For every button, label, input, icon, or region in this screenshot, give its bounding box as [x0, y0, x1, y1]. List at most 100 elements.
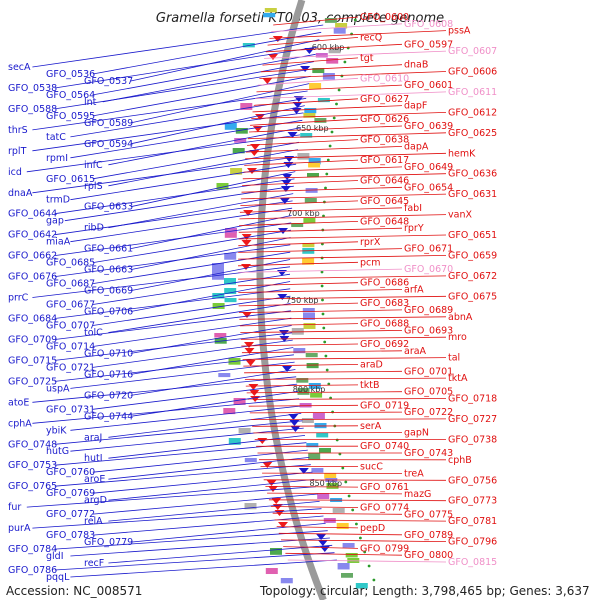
- label-connector: [246, 391, 403, 394]
- gene-label: GFO_0654: [404, 182, 453, 193]
- marker-dot: [359, 536, 362, 540]
- label-connector: [92, 515, 324, 536]
- marker-dot: [325, 368, 329, 372]
- gene-label: GFO_0671: [404, 244, 453, 255]
- gene-arrow: [268, 54, 278, 60]
- feature-box: [291, 223, 304, 228]
- marker-dot: [327, 382, 331, 386]
- label-connector: [251, 112, 447, 119]
- gene-label: tatC: [46, 132, 66, 143]
- feature-box: [224, 233, 237, 238]
- feature-box: [232, 148, 245, 154]
- gene-label: GFO_0662: [8, 251, 57, 262]
- gene-label: relA: [84, 516, 103, 527]
- label-connector: [70, 207, 293, 243]
- gene-label: GFO_0608: [404, 19, 453, 30]
- label-connector: [92, 251, 291, 284]
- feature-box: [224, 123, 237, 130]
- label-connector: [244, 370, 403, 374]
- feature-box: [270, 548, 282, 555]
- gene-label: GFO_0710: [84, 348, 133, 359]
- gene-arrow: [284, 156, 295, 162]
- kbp-tick-label: 800 kbp: [293, 385, 326, 394]
- marker-dot: [324, 186, 327, 190]
- label-connector: [54, 420, 303, 445]
- label-connector: [92, 53, 316, 96]
- label-connector: [241, 350, 403, 354]
- label-connector: [32, 156, 298, 194]
- gene-label: GFO_0774: [360, 503, 409, 514]
- label-connector: [249, 411, 403, 414]
- label-connector: [70, 119, 303, 159]
- label-connector: [70, 405, 301, 431]
- label-connector: [108, 127, 302, 166]
- feature-box: [303, 313, 315, 320]
- gene-label: vanX: [448, 210, 472, 221]
- label-connector: [246, 139, 359, 146]
- gene-label: GFO_0815: [448, 557, 497, 568]
- gene-label: serA: [360, 421, 382, 432]
- label-connector: [238, 255, 447, 260]
- feature-box: [314, 118, 327, 123]
- feature-box: [309, 83, 322, 90]
- label-connector: [130, 39, 320, 82]
- gene-label: GFO_0789: [404, 530, 453, 541]
- gene-arrow: [300, 66, 311, 72]
- gene-label: pepD: [360, 523, 385, 534]
- label-connector: [92, 141, 299, 180]
- label-connector: [92, 229, 291, 263]
- gene-label: GFO_0701: [404, 366, 453, 377]
- feature-box: [223, 408, 236, 415]
- gene-label: GFO_0659: [448, 250, 497, 261]
- feature-box: [302, 258, 315, 265]
- gene-label: infC: [84, 160, 103, 171]
- gene-label: GFO_0625: [448, 128, 497, 139]
- gene-label: GFO_0715: [8, 355, 57, 366]
- gene-label: GFO_0753: [8, 460, 57, 471]
- gene-label: GFO_0649: [404, 162, 453, 173]
- gene-label: fabI: [404, 203, 422, 214]
- gene-label: pssA: [448, 26, 471, 37]
- kbp-tick-label: 600 kbp: [312, 43, 345, 52]
- feature-box: [212, 303, 225, 309]
- gene-label: GFO_0783: [46, 530, 95, 541]
- label-connector: [130, 215, 292, 249]
- marker-dot: [322, 214, 325, 218]
- gene-label: GFO_0626: [360, 114, 409, 125]
- label-connector: [92, 383, 298, 410]
- label-connector: [238, 227, 403, 233]
- gene-arrow: [244, 342, 254, 348]
- gene-label: abnA: [448, 312, 473, 323]
- label-connector: [265, 486, 359, 488]
- gene-label: araA: [404, 346, 427, 357]
- feature-box: [212, 263, 224, 270]
- feature-box: [303, 323, 316, 329]
- feature-box: [304, 108, 317, 114]
- gene-label: GFO_0686: [360, 278, 409, 289]
- gene-label: GFO_0677: [46, 300, 95, 311]
- label-connector: [108, 149, 298, 187]
- marker-dot: [353, 18, 357, 22]
- feature-box: [303, 218, 316, 224]
- gene-label: hemK: [448, 148, 476, 159]
- gene-arrow: [241, 234, 252, 240]
- gene-label: GFO_0537: [84, 76, 133, 87]
- label-connector: [239, 316, 447, 320]
- gene-label: GFO_0589: [84, 118, 133, 129]
- label-connector: [268, 499, 447, 502]
- label-connector: [239, 323, 359, 327]
- label-connector: [241, 343, 359, 347]
- label-connector: [264, 50, 447, 59]
- label-connector: [278, 532, 403, 536]
- gene-label: GFO_0784: [8, 544, 57, 555]
- marker-dot: [331, 410, 334, 414]
- label-connector: [240, 200, 359, 206]
- gene-label: GFO_0639: [404, 121, 453, 132]
- label-connector: [130, 391, 299, 417]
- label-connector: [54, 46, 318, 89]
- label-connector: [245, 152, 447, 160]
- gene-label: tgt: [360, 53, 374, 64]
- feature-box: [212, 273, 224, 280]
- label-connector: [92, 31, 322, 75]
- label-connector: [54, 222, 292, 256]
